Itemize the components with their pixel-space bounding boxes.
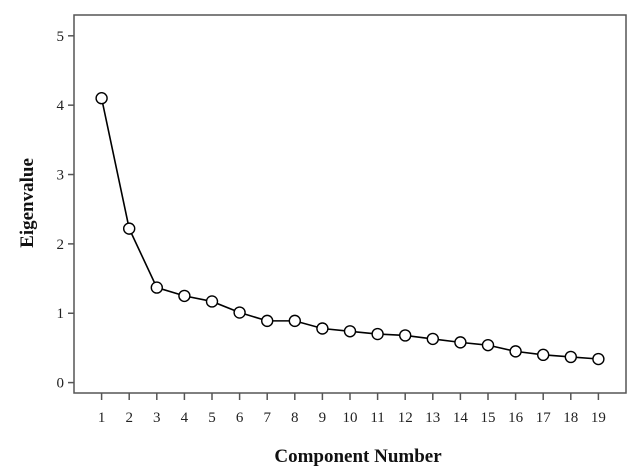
series-line bbox=[100, 98, 599, 360]
x-tick-label: 3 bbox=[153, 410, 161, 426]
x-tick-label: 13 bbox=[425, 410, 440, 426]
x-tick-label: 12 bbox=[398, 410, 413, 426]
y-tick-label: 1 bbox=[57, 306, 65, 322]
data-point bbox=[122, 222, 136, 235]
x-tick-label: 10 bbox=[343, 410, 358, 426]
data-point bbox=[592, 352, 605, 366]
data-point bbox=[150, 281, 164, 294]
y-tick-label: 2 bbox=[57, 237, 65, 253]
data-point bbox=[288, 314, 301, 328]
x-tick-label: 11 bbox=[370, 410, 384, 426]
y-tick-label: 0 bbox=[57, 376, 65, 392]
data-point bbox=[481, 338, 495, 352]
x-tick-label: 5 bbox=[208, 410, 216, 426]
data-point bbox=[426, 332, 439, 346]
y-axis-title: Eigenvalue bbox=[17, 158, 38, 248]
x-axis-title: Component Number bbox=[274, 446, 442, 467]
x-tick-label: 18 bbox=[563, 410, 578, 426]
data-point bbox=[205, 295, 219, 308]
data-point bbox=[537, 348, 550, 362]
x-tick-label: 4 bbox=[181, 410, 189, 426]
data-point bbox=[95, 92, 108, 105]
x-tick-label: 7 bbox=[263, 410, 271, 426]
x-tick-label: 15 bbox=[481, 410, 496, 426]
data-point bbox=[261, 314, 274, 328]
x-tick-label: 2 bbox=[125, 410, 133, 426]
data-point bbox=[509, 345, 522, 358]
x-tick-label: 1 bbox=[98, 410, 106, 426]
x-tick-label: 19 bbox=[591, 410, 606, 426]
x-tick-label: 16 bbox=[508, 410, 524, 426]
y-tick-label: 4 bbox=[57, 98, 65, 114]
x-tick-label: 8 bbox=[291, 410, 299, 426]
y-tick-label: 3 bbox=[57, 168, 65, 184]
data-point bbox=[371, 327, 384, 341]
data-point bbox=[343, 325, 357, 338]
x-tick-label: 9 bbox=[319, 410, 327, 426]
eigenvalue-series bbox=[95, 92, 605, 366]
data-point bbox=[316, 322, 329, 335]
y-tick-label: 5 bbox=[57, 29, 65, 45]
data-point bbox=[564, 350, 577, 364]
x-tick-label: 17 bbox=[536, 410, 552, 426]
x-tick-label: 6 bbox=[236, 410, 244, 426]
y-axis: 0 1 2 3 4 5 bbox=[57, 29, 74, 392]
data-point bbox=[178, 289, 191, 303]
x-tick-label: 14 bbox=[453, 410, 469, 426]
data-point bbox=[233, 306, 246, 319]
data-point bbox=[454, 336, 467, 349]
x-axis: 1 2 3 4 5 6 7 8 9 10 11 12 13 14 15 16 17 18 19 bbox=[98, 393, 606, 426]
data-point bbox=[399, 329, 412, 342]
